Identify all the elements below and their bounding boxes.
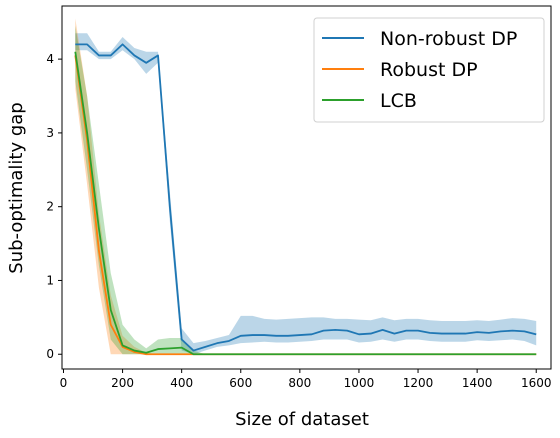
x-tick-label: 1600 [521,376,552,390]
lcb-legend-label: LCB [380,90,417,112]
x-axis-title: Size of dataset [235,409,369,430]
y-tick-label: 2 [46,200,54,214]
non-robust-dp-band [75,33,537,355]
x-tick-label: 200 [111,376,134,390]
x-tick-label: 1400 [462,376,493,390]
y-tick-label: 3 [46,126,54,140]
y-tick-label: 1 [46,273,54,287]
non-robust-dp-legend-label: Non-robust DP [380,28,517,50]
x-tick-label: 1200 [403,376,434,390]
x-tick-label: 800 [288,376,311,390]
x-tick-label: 600 [229,376,252,390]
legend: Non-robust DP Robust DP LCB [313,17,545,123]
x-tick-label: 400 [170,376,193,390]
y-tick-label: 4 [46,52,54,66]
legend-box [313,17,545,123]
y-tick-label: 0 [46,347,54,361]
y-axis-title: Sub-optimality gap [6,102,27,273]
plot-frame [61,5,552,370]
robust-dp-legend-label: Robust DP [380,59,478,81]
confidence-bands [75,18,537,355]
y-axis-ticks: 0 1 2 3 4 [46,52,62,361]
x-tick-label: 0 [60,376,68,390]
lcb-band [75,25,537,355]
series-lines [74,43,537,356]
lcb-line [74,51,537,356]
x-tick-label: 1000 [344,376,375,390]
non-robust-dp-line [75,43,537,352]
x-axis-ticks: 0 200 400 600 800 1000 1200 1400 1600 [60,369,552,390]
